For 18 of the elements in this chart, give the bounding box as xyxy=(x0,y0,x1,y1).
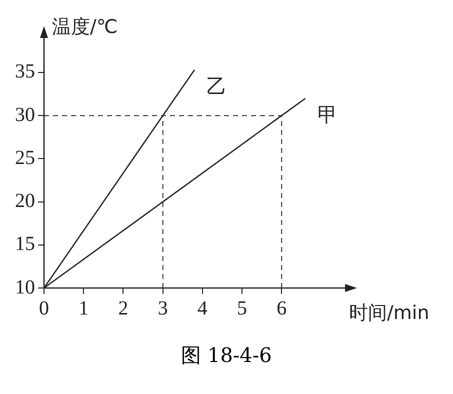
x-tick-label: 1 xyxy=(78,297,89,320)
x-axis-title: 时间/min xyxy=(349,302,430,324)
x-tick-label: 3 xyxy=(158,297,168,320)
y-tick-label: 35 xyxy=(15,60,35,83)
x-tick-label: 0 xyxy=(39,297,49,320)
caption: 图 18-4-6 xyxy=(180,342,273,369)
y-tick-label: 30 xyxy=(15,104,35,126)
y-tick-label: 25 xyxy=(15,146,35,169)
x-tick-label: 6 xyxy=(276,297,287,320)
y-tick-label: 10 xyxy=(15,276,35,298)
x-tick-label: 2 xyxy=(118,297,128,320)
y-tick-label: 15 xyxy=(15,233,35,256)
y-tick-label: 20 xyxy=(15,190,35,212)
series-label: 乙 xyxy=(206,74,226,98)
series-label: 甲 xyxy=(317,102,338,127)
x-tick-label: 5 xyxy=(237,297,248,320)
y-axis-title: 温度/℃ xyxy=(52,16,118,38)
x-tick-label: 4 xyxy=(197,297,208,320)
